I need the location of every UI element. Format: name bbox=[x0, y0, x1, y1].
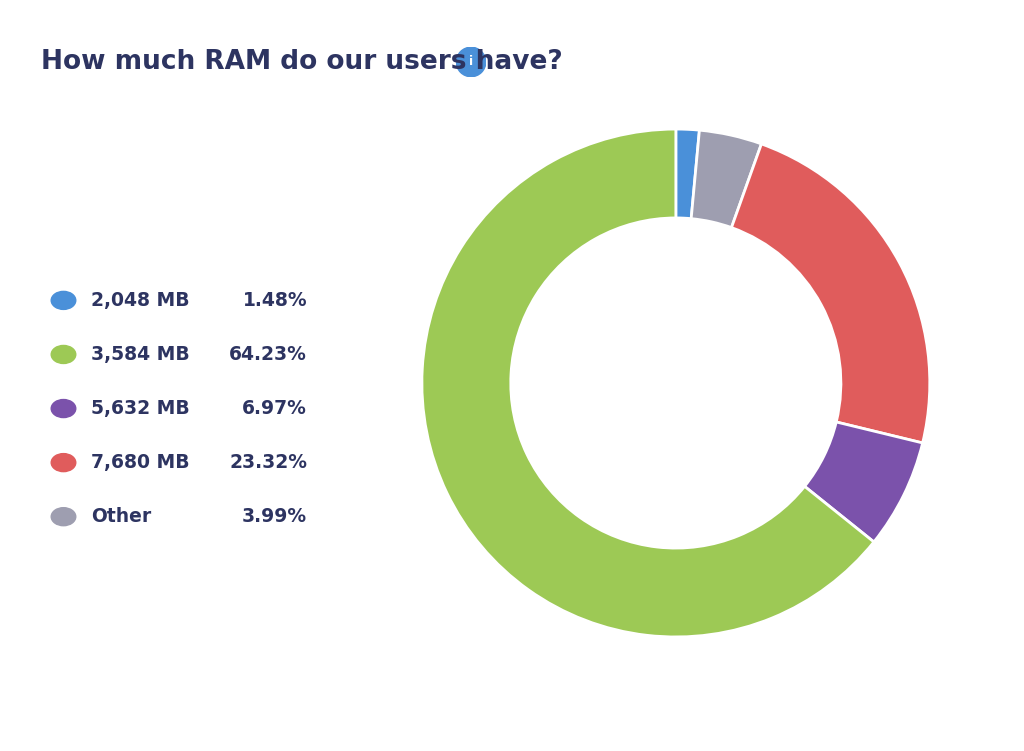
Wedge shape bbox=[805, 422, 923, 542]
Text: i: i bbox=[469, 56, 473, 68]
Text: 7,680 MB: 7,680 MB bbox=[91, 453, 189, 472]
Text: 3,584 MB: 3,584 MB bbox=[91, 345, 189, 364]
Text: 5,632 MB: 5,632 MB bbox=[91, 399, 189, 418]
Text: Other: Other bbox=[91, 507, 152, 526]
Text: 1.48%: 1.48% bbox=[243, 291, 307, 310]
Text: 6.97%: 6.97% bbox=[243, 399, 307, 418]
Wedge shape bbox=[691, 130, 762, 228]
Wedge shape bbox=[676, 129, 699, 219]
Text: 3.99%: 3.99% bbox=[242, 507, 307, 526]
Text: 64.23%: 64.23% bbox=[229, 345, 307, 364]
Wedge shape bbox=[731, 144, 930, 443]
Text: 23.32%: 23.32% bbox=[229, 453, 307, 472]
Text: How much RAM do our users have?: How much RAM do our users have? bbox=[41, 49, 563, 75]
Circle shape bbox=[457, 47, 485, 77]
Text: 2,048 MB: 2,048 MB bbox=[91, 291, 189, 310]
Wedge shape bbox=[422, 129, 873, 637]
